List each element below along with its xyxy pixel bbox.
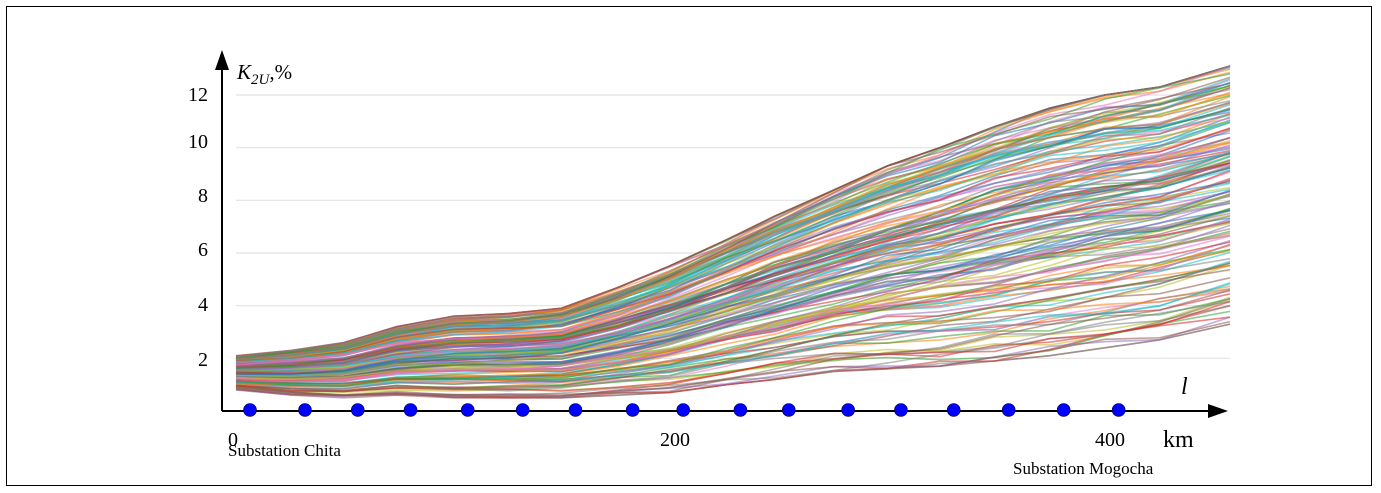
series-line xyxy=(235,106,1231,361)
substation-point xyxy=(350,403,365,417)
y-tick-label: 12 xyxy=(188,84,208,106)
x-tick-label: 200 xyxy=(660,429,690,451)
x-tick-label: 400 xyxy=(1095,429,1125,451)
series-line xyxy=(235,107,1231,359)
series-line xyxy=(235,181,1231,376)
substation-point xyxy=(1056,403,1071,417)
series-line xyxy=(235,288,1231,387)
start-substation-label: Substation Chita xyxy=(228,441,341,460)
figure-frame xyxy=(6,6,1372,486)
substation-point xyxy=(515,403,530,417)
series-line xyxy=(235,152,1231,368)
x-axis-label: l xyxy=(1181,374,1188,400)
substation-point xyxy=(568,403,583,417)
series-line xyxy=(235,232,1231,383)
y-tick-label: 6 xyxy=(198,239,208,261)
series-lines xyxy=(235,65,1231,399)
y-tick-label: 10 xyxy=(188,131,208,153)
series-line xyxy=(235,81,1231,361)
series-line xyxy=(235,215,1231,379)
y-axis-label-sub: 2U xyxy=(251,72,271,88)
substation-point xyxy=(1001,403,1016,417)
series-line xyxy=(235,139,1231,370)
substation-point xyxy=(243,403,257,417)
y-axis-label: K2U,% xyxy=(236,60,292,88)
series-line xyxy=(235,320,1231,398)
series-line xyxy=(235,121,1231,363)
x-tick-label: 0 xyxy=(228,429,238,451)
substation-point xyxy=(781,403,796,417)
substation-point xyxy=(298,403,312,417)
y-axis-label-unit: ,% xyxy=(269,60,292,84)
axes xyxy=(215,50,1228,418)
substation-point xyxy=(841,403,855,417)
substation-point xyxy=(946,403,961,417)
substation-point xyxy=(676,403,691,417)
x-unit-label: km xyxy=(1163,427,1194,453)
substation-points xyxy=(243,403,1126,417)
series-line xyxy=(235,127,1231,362)
y-axis-label-main: K xyxy=(236,60,252,84)
substation-point xyxy=(894,403,908,417)
x-axis-arrow xyxy=(1208,404,1228,418)
substation-point xyxy=(403,403,418,417)
series-line xyxy=(235,283,1231,387)
series-line xyxy=(235,193,1231,378)
series-line xyxy=(235,249,1231,380)
series-line xyxy=(235,289,1231,397)
y-tick-label: 2 xyxy=(198,349,208,371)
substation-point xyxy=(1111,403,1126,417)
series-line xyxy=(235,128,1231,363)
substation-point xyxy=(733,403,748,417)
series-line xyxy=(235,195,1231,376)
substation-point xyxy=(460,403,475,417)
series-line xyxy=(235,300,1231,393)
y-axis-arrow xyxy=(215,50,229,70)
y-tick-label: 4 xyxy=(198,294,208,316)
end-substation-label: Substation Mogocha xyxy=(1013,459,1154,478)
series-line xyxy=(235,164,1231,371)
series-line xyxy=(235,178,1231,374)
substation-point xyxy=(625,403,640,417)
series-line xyxy=(235,88,1231,358)
y-tick-label: 8 xyxy=(198,185,208,207)
